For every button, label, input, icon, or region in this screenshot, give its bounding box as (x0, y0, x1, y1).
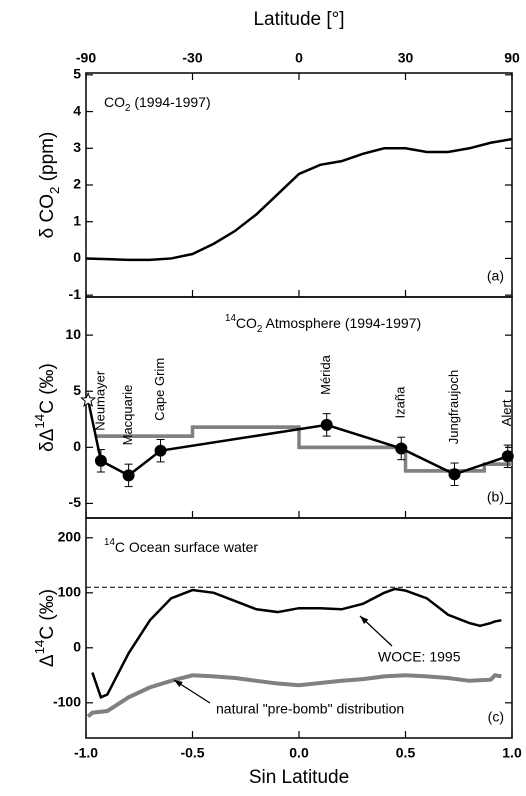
x-tick-label: 0.0 (289, 745, 309, 761)
y-tick-label: 10 (65, 326, 81, 342)
series-annotation: WOCE: 1995 (378, 649, 461, 665)
y-tick-label: -100 (53, 694, 81, 710)
text-part: CO (104, 94, 125, 110)
x-tick-label: 0.5 (396, 745, 416, 761)
text-part: (1994-1997) (130, 94, 210, 110)
series-annotation: natural "pre-bomb" distribution (216, 701, 404, 717)
point (501, 450, 514, 463)
y-tick-label: -5 (69, 494, 82, 510)
arrow-head (360, 616, 369, 625)
x-tick-label: -1.0 (74, 745, 98, 761)
y-tick-label: 5 (73, 66, 81, 82)
panel-label: (c) (488, 709, 504, 725)
y-tick-label: -1 (69, 286, 82, 302)
text-part: (ppm) (37, 132, 58, 187)
text-part: 2 (47, 187, 62, 194)
y-axis-label: δΔ14C (‰) (32, 363, 58, 452)
data-line (86, 673, 502, 719)
panel-label: (a) (487, 268, 504, 284)
station-label: Mérida (318, 354, 333, 395)
point (320, 418, 333, 431)
station-label: Alert (499, 399, 514, 426)
text-part: 14 (32, 414, 47, 429)
x-tick-label: 1.0 (502, 745, 522, 761)
point (395, 442, 408, 455)
x2-tick-label: 0 (295, 50, 303, 66)
point (122, 469, 135, 482)
arrow-head (174, 680, 183, 688)
x-axis-label: Sin Latitude (249, 767, 349, 788)
y-tick-label: 200 (58, 529, 82, 545)
annotation: 14CO2 Atmosphere (1994-1997) (225, 313, 421, 335)
text-part: Δ (37, 654, 58, 667)
y-tick-label: 0 (73, 639, 81, 655)
text-part: CO (236, 315, 257, 331)
point-star (80, 391, 97, 407)
station-label: Neumayer (92, 370, 107, 431)
station-label: Macquarie (120, 385, 135, 446)
text-part: 2 (125, 103, 130, 114)
text-part: Atmosphere (1994-1997) (262, 315, 421, 331)
x2-tick-label: 90 (504, 50, 520, 66)
station-label: Jungfraujoch (446, 370, 461, 444)
station-label: Cape Grim (152, 358, 167, 421)
point (448, 468, 461, 481)
text-part: 14 (32, 640, 47, 655)
data-line (91, 587, 502, 699)
x-tick-label: -0.5 (180, 745, 204, 761)
x2-tick-label: 30 (398, 50, 414, 66)
text-part: C (‰) (37, 589, 58, 640)
y-axis-label: δ CO2 (ppm) (37, 132, 62, 239)
y-tick-label: 1 (73, 212, 81, 228)
x2-axis-label: Latitude [°] (253, 9, 344, 30)
text-part: 14 (104, 537, 115, 548)
y-tick-label: 0 (73, 249, 81, 265)
y-tick-label: 2 (73, 176, 81, 192)
y-tick-label: 4 (73, 102, 81, 118)
x2-tick-label: -30 (182, 50, 202, 66)
y-tick-label: 5 (73, 382, 81, 398)
point (154, 444, 167, 457)
y-tick-label: 3 (73, 139, 81, 155)
point (94, 454, 107, 467)
annotation: 14C Ocean surface water (104, 537, 258, 555)
y-tick-label: 0 (73, 438, 81, 454)
data-line (85, 137, 513, 262)
annotation: CO2 (1994-1997) (104, 94, 211, 114)
panel-label: (b) (487, 489, 504, 505)
text-part: δΔ (37, 428, 58, 452)
station-label: Izaña (393, 386, 408, 419)
y-tick-label: 100 (58, 584, 82, 600)
text-part: 2 (257, 324, 262, 335)
x2-tick-label: -90 (76, 50, 96, 66)
text-part: 14 (225, 313, 236, 324)
text-part: C (‰) (37, 363, 58, 414)
text-part: C Ocean surface water (115, 539, 259, 555)
text-part: δ CO (37, 194, 58, 238)
y-axis-label: Δ14C (‰) (32, 589, 58, 667)
